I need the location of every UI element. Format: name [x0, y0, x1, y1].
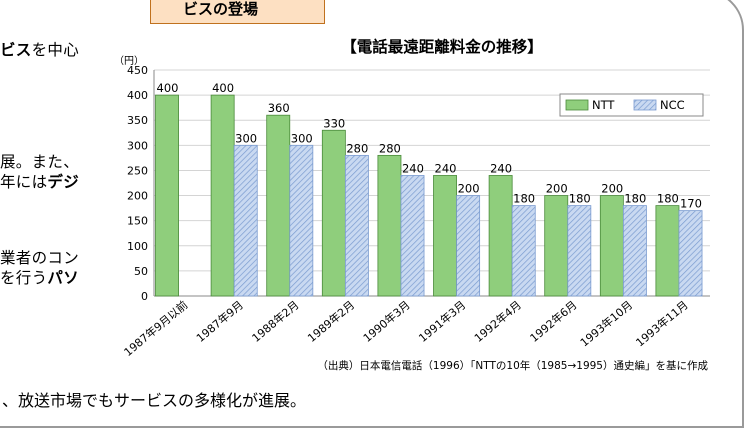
bar-ncc [678, 210, 703, 297]
x-tick-label: 1989年2月 [305, 298, 358, 345]
y-tick-label: 350 [127, 114, 148, 127]
chart-title: 【電話最遠距離料金の推移】 [341, 37, 543, 56]
data-label-ntt: 200 [601, 182, 623, 196]
y-tick-label: 250 [127, 164, 148, 177]
data-label-ncc: 300 [235, 131, 257, 145]
x-tick-label: 1993年10月 [577, 298, 635, 350]
data-label-ncc: 180 [569, 192, 591, 206]
x-tick-label: 1988年2月 [249, 298, 302, 345]
bar-ntt [599, 195, 624, 297]
bar-ntt [321, 129, 346, 297]
y-tick-label: 300 [127, 139, 148, 152]
bar-ntt [377, 154, 402, 297]
bar-ncc [400, 175, 425, 297]
data-label-ntt: 360 [268, 101, 290, 115]
body-text-line-1: ビスを中心 [0, 41, 80, 59]
bar-ntt [433, 175, 457, 297]
bar-ntt [655, 205, 680, 297]
x-tick-label: 1987年9月以前 [121, 298, 191, 360]
y-tick-label: 450 [127, 64, 148, 77]
x-tick-label: 1991年3月 [416, 298, 469, 345]
data-label-ntt: 240 [435, 161, 457, 175]
data-label-ncc: 180 [624, 192, 646, 206]
bar-ncc [511, 205, 536, 297]
y-unit-label: （円） [114, 55, 144, 67]
body-text-line-2: 展。また、 [0, 153, 80, 171]
bar-ncc [233, 144, 258, 297]
section-header-tab: ビスの登場 [150, 0, 325, 24]
data-label-ncc: 170 [680, 197, 702, 211]
bar-ntt [210, 94, 235, 297]
bar-ntt [155, 94, 179, 297]
data-label-ncc: 180 [513, 192, 535, 206]
section-header-label: ビスの登場 [183, 0, 259, 18]
bar-ntt [266, 114, 291, 297]
data-label-ntt: 200 [546, 182, 568, 196]
body-text-line-3: 年にはデジ [0, 173, 80, 191]
bar-ncc [344, 154, 369, 297]
bar-ncc [289, 144, 314, 297]
x-tick-label: 1993年11月 [633, 298, 691, 350]
legend-swatch-ntt [565, 99, 589, 111]
bar-ntt [488, 175, 513, 297]
body-text-line-5: を行うパソ [0, 269, 80, 287]
data-label-ntt: 180 [657, 192, 679, 206]
bar-ncc [622, 205, 647, 297]
y-tick-label: 100 [127, 240, 148, 253]
data-label-ncc: 300 [291, 131, 313, 145]
fee-trend-chart: 【電話最遠距離料金の推移】 （円） 0 50 100 150 200 250 300 350 400… [114, 37, 710, 372]
data-label-ntt: 280 [379, 141, 401, 155]
bottom-text: 、放送市場でもサービスの多様化が進展。 [2, 391, 307, 410]
data-label-ntt: 400 [157, 81, 179, 95]
data-label-ntt: 400 [212, 81, 234, 95]
bar-ncc [456, 195, 481, 297]
body-text-line-4: 業者のコン [0, 249, 80, 267]
legend-label-ncc: NCC [660, 98, 685, 112]
x-tick-label: 1987年9月 [193, 298, 246, 345]
bar-ncc [567, 205, 592, 297]
data-label-ncc: 280 [346, 141, 368, 155]
source-note: （出典）日本電信電話（1996）「NTTの10年（1985→1995）通史編」を… [317, 359, 708, 372]
y-tick-label: 150 [127, 215, 148, 228]
y-tick-label: 200 [127, 190, 148, 203]
legend-label-ntt: NTT [592, 98, 615, 112]
x-tick-label: 1990年3月 [360, 298, 413, 345]
data-label-ncc: 240 [402, 161, 424, 175]
data-label-ntt: 240 [490, 161, 512, 175]
x-tick-label: 1992年4月 [471, 298, 524, 345]
legend-box [559, 93, 704, 117]
x-tick-label: 1992年6月 [527, 298, 580, 345]
legend-swatch-ncc [633, 99, 657, 111]
y-tick-label: 0 [141, 290, 148, 303]
data-label-ntt: 330 [323, 116, 345, 130]
data-label-ncc: 200 [458, 182, 480, 196]
y-tick-label: 400 [127, 89, 148, 102]
y-tick-label: 50 [134, 265, 148, 278]
bar-ntt [544, 195, 569, 297]
